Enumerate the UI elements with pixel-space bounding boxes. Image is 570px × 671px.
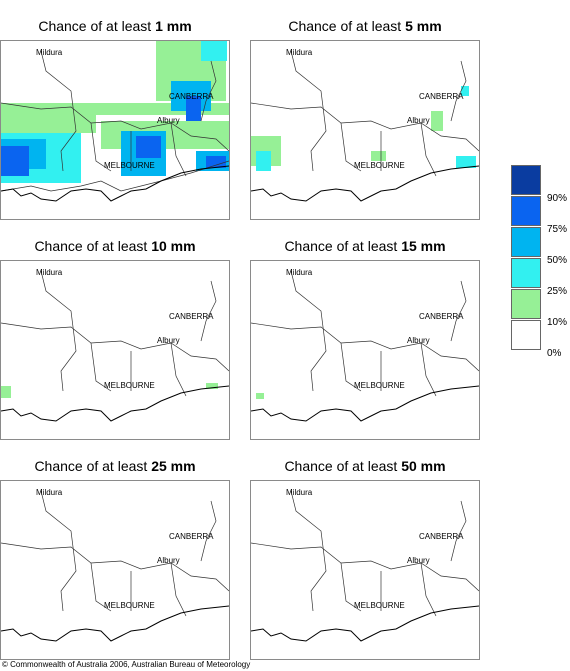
legend-swatch-50	[511, 227, 541, 257]
legend-label-75: 75%	[547, 224, 568, 235]
panel-title: Chance of at least 15 mm	[284, 238, 446, 254]
map-1mm[interactable]: Mildura CANBERRA Albury MELBOURNE	[0, 40, 230, 220]
rainfall-cells	[251, 86, 476, 171]
svg-text:MELBOURNE: MELBOURNE	[354, 381, 405, 390]
svg-text:Albury: Albury	[407, 336, 430, 345]
city-albury: Albury	[157, 116, 180, 125]
svg-text:CANBERRA: CANBERRA	[169, 312, 214, 321]
svg-text:MELBOURNE: MELBOURNE	[354, 161, 405, 170]
city-mildura: Mildura	[36, 48, 63, 57]
svg-text:MELBOURNE: MELBOURNE	[104, 601, 155, 610]
rain-map: Mildura CANBERRA Albury MELBOURNE	[251, 48, 479, 202]
svg-text:CANBERRA: CANBERRA	[419, 92, 464, 101]
panel-title: Chance of at least 5 mm	[288, 18, 442, 34]
svg-text:Mildura: Mildura	[36, 488, 63, 497]
legend-swatch-90	[511, 165, 541, 195]
panel-50mm: Chance of at least 50 mm Mildura CANBERR…	[250, 458, 480, 660]
legend-swatch-75	[511, 196, 541, 226]
panel-title: Chance of at least 25 mm	[34, 458, 196, 474]
city-melbourne: MELBOURNE	[104, 161, 155, 170]
map-50mm[interactable]: Mildura CANBERRA Albury MELBOURNE	[250, 480, 480, 660]
panel-title: Chance of at least 50 mm	[284, 458, 446, 474]
panel-10mm: Chance of at least 10 mm Mildura CANBERR…	[0, 238, 230, 440]
svg-text:CANBERRA: CANBERRA	[419, 312, 464, 321]
map-15mm[interactable]: Mildura CANBERRA Albury MELBOURNE	[250, 260, 480, 440]
rain-map: Mildura CANBERRA Albury MELBOURNE	[1, 268, 229, 422]
svg-text:Albury: Albury	[157, 336, 180, 345]
panel-title: Chance of at least 10 mm	[34, 238, 196, 254]
rain-map: Mildura CANBERRA Albury MELBOURNE	[251, 488, 479, 642]
legend-label-90: 90%	[547, 193, 568, 204]
legend-swatch-0	[511, 320, 541, 350]
svg-text:Albury: Albury	[157, 556, 180, 565]
legend-swatch-25	[511, 258, 541, 288]
panel-15mm: Chance of at least 15 mm Mildura CANBERR…	[250, 238, 480, 440]
svg-text:Mildura: Mildura	[286, 268, 313, 277]
panel-5mm: Chance of at least 5 mm	[250, 18, 480, 220]
copyright-footer: © Commonwealth of Australia 2006, Austra…	[2, 660, 251, 669]
legend-label-10: 10%	[547, 317, 568, 328]
legend-swatch-10	[511, 289, 541, 319]
panel-25mm: Chance of at least 25 mm Mildura CANBERR…	[0, 458, 230, 660]
rain-map: Mildura CANBERRA Albury MELBOURNE	[1, 488, 229, 642]
boundary-lines	[1, 50, 229, 192]
rainfall-cells	[1, 41, 229, 183]
legend-label-50: 50%	[547, 255, 568, 266]
svg-text:Mildura: Mildura	[286, 488, 313, 497]
svg-text:CANBERRA: CANBERRA	[169, 532, 214, 541]
rain-map: Mildura CANBERRA Albury MELBOURNE	[1, 41, 229, 202]
legend-label-25: 25%	[547, 286, 568, 297]
svg-text:Mildura: Mildura	[286, 48, 313, 57]
panel-1mm: Chance of at least 1 mm	[0, 18, 230, 220]
coastline	[1, 165, 229, 202]
svg-text:Albury: Albury	[407, 116, 430, 125]
city-canberra: CANBERRA	[169, 92, 214, 101]
svg-text:Albury: Albury	[407, 556, 430, 565]
svg-text:MELBOURNE: MELBOURNE	[104, 381, 155, 390]
panel-title: Chance of at least 1 mm	[38, 18, 192, 34]
svg-text:CANBERRA: CANBERRA	[419, 532, 464, 541]
rain-map: Mildura CANBERRA Albury MELBOURNE	[251, 268, 479, 422]
svg-text:Mildura: Mildura	[36, 268, 63, 277]
map-25mm[interactable]: Mildura CANBERRA Albury MELBOURNE	[0, 480, 230, 660]
svg-text:MELBOURNE: MELBOURNE	[354, 601, 405, 610]
map-10mm[interactable]: Mildura CANBERRA Albury MELBOURNE	[0, 260, 230, 440]
legend-label-0: 0%	[547, 348, 562, 359]
map-5mm[interactable]: Mildura CANBERRA Albury MELBOURNE	[250, 40, 480, 220]
